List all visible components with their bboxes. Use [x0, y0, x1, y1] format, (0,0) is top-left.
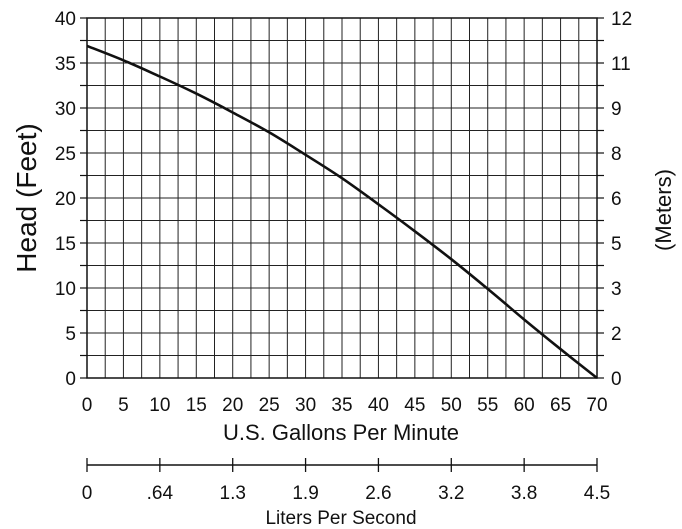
- y-right-tick-label: 0: [611, 369, 622, 390]
- y-left-axis-title: Head (Feet): [11, 123, 42, 272]
- secondary-x-tick-label: 1.9: [292, 483, 318, 504]
- secondary-x-axis-title: Liters Per Second: [265, 508, 416, 529]
- y-right-tick-label: 11: [611, 54, 631, 75]
- x-axis-title: U.S. Gallons Per Minute: [223, 420, 459, 445]
- secondary-x-tick-label: .64: [147, 483, 174, 504]
- secondary-x-tick-label: 3.8: [511, 483, 537, 504]
- x-tick-label: 70: [586, 395, 607, 416]
- x-tick-label: 10: [149, 395, 170, 416]
- y-left-tick-labels: 0 5 10 15 20 25 30 35 40: [55, 9, 76, 390]
- x-tick-label: 45: [404, 395, 425, 416]
- x-tick-label: 50: [441, 395, 462, 416]
- y-left-tick-label: 40: [55, 9, 76, 30]
- y-right-tick-label: 2: [611, 324, 622, 345]
- y-left-tick-label: 35: [55, 54, 76, 75]
- tick-marks: [80, 17, 604, 379]
- x-tick-label: 5: [118, 395, 129, 416]
- x-tick-label: 60: [514, 395, 535, 416]
- secondary-x-tick-label: 0: [82, 483, 93, 504]
- y-right-tick-label: 12: [611, 9, 632, 30]
- y-right-tick-label: 9: [611, 99, 622, 120]
- y-right-tick-labels: 0 2 3 5 6 8 9 11 12: [611, 9, 632, 390]
- head-curve-line: [86, 44, 598, 380]
- x-tick-label: 15: [186, 395, 207, 416]
- y-right-tick-label: 5: [611, 234, 622, 255]
- y-left-tick-label: 0: [65, 369, 76, 390]
- x-tick-label: 30: [295, 395, 316, 416]
- x-tick-labels: 0 5 10 15 20 25 30 35 40 45 50 55 60 65 70: [82, 395, 608, 416]
- y-right-axis-title: (Meters): [651, 169, 676, 251]
- secondary-x-tick-label: 1.3: [220, 483, 246, 504]
- y-left-tick-label: 25: [55, 144, 76, 165]
- secondary-x-tick-label: 2.6: [365, 483, 391, 504]
- x-tick-label: 55: [477, 395, 498, 416]
- y-left-tick-label: 10: [55, 279, 76, 300]
- secondary-x-tick-label: 4.5: [584, 483, 610, 504]
- x-tick-label: 25: [259, 395, 280, 416]
- y-right-tick-label: 8: [611, 144, 622, 165]
- y-right-tick-label: 3: [611, 279, 622, 300]
- secondary-x-ticks: 0 .64 1.3 1.9 2.6 3.2 3.8 4.5: [82, 458, 610, 504]
- x-tick-label: 65: [550, 395, 571, 416]
- y-right-tick-label: 6: [611, 189, 622, 210]
- x-tick-label: 40: [368, 395, 389, 416]
- y-left-tick-label: 30: [55, 99, 76, 120]
- secondary-x-tick-label: 3.2: [438, 483, 464, 504]
- x-tick-label: 0: [82, 395, 93, 416]
- x-tick-label: 20: [222, 395, 243, 416]
- grid-lines: [87, 18, 597, 378]
- y-left-tick-label: 20: [55, 189, 76, 210]
- x-tick-label: 35: [331, 395, 352, 416]
- y-left-tick-label: 5: [65, 324, 76, 345]
- y-left-tick-label: 15: [55, 234, 76, 255]
